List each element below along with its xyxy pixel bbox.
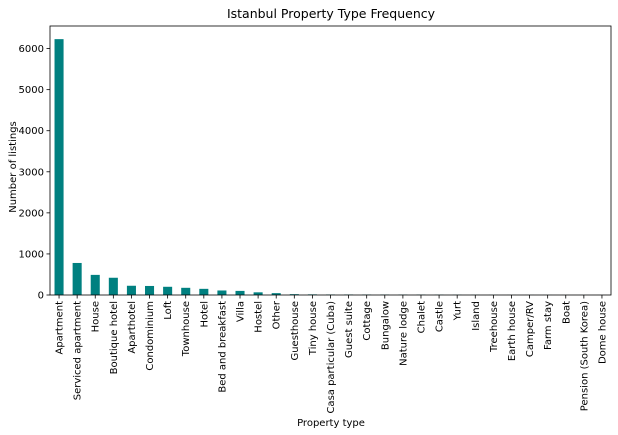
bar bbox=[253, 292, 263, 295]
x-tick-label: Condominium bbox=[145, 301, 156, 371]
x-axis-label: Property type bbox=[297, 418, 365, 429]
x-tick-label: Loft bbox=[163, 301, 174, 320]
x-tick-label: Nature lodge bbox=[398, 301, 409, 366]
x-tick-label: Aparthotel bbox=[127, 301, 138, 354]
y-tick-label: 3000 bbox=[19, 167, 44, 178]
x-tick-label: Chalet bbox=[416, 301, 427, 333]
x-tick-label: Casa particular (Cuba) bbox=[326, 301, 337, 414]
y-axis-label: Number of listings bbox=[8, 121, 19, 213]
bar bbox=[108, 277, 118, 295]
y-tick-label: 6000 bbox=[19, 44, 44, 55]
y-tick-label: 5000 bbox=[19, 85, 44, 96]
x-tick-label: House bbox=[91, 301, 102, 332]
x-tick-label: Apartment bbox=[55, 301, 66, 355]
plot-area bbox=[49, 25, 612, 296]
y-tick-label: 2000 bbox=[19, 208, 44, 219]
plot-frame bbox=[49, 25, 612, 296]
x-tick-label: Farm stay bbox=[543, 301, 554, 350]
x-tick-label: Island bbox=[471, 301, 482, 331]
x-tick-label: Treehouse bbox=[489, 301, 500, 353]
y-tick-label: 1000 bbox=[19, 249, 44, 260]
y-axis: 0 1000 2000 3000 4000 5000 6000 bbox=[19, 44, 50, 302]
bar bbox=[271, 293, 281, 295]
bar bbox=[217, 290, 227, 295]
x-tick-label: Villa bbox=[236, 301, 247, 322]
x-tick-label: Earth house bbox=[507, 301, 518, 361]
bar bbox=[72, 262, 82, 295]
x-tick-label: Yurt bbox=[453, 301, 464, 321]
x-tick-label: Guest suite bbox=[344, 301, 355, 358]
x-tick-label: Bungalow bbox=[380, 301, 391, 350]
y-tick-label: 0 bbox=[38, 291, 44, 302]
bar bbox=[90, 274, 100, 295]
x-tick-label: Tiny house bbox=[308, 301, 319, 356]
y-tick-label: 4000 bbox=[19, 126, 44, 137]
x-tick-label: Bed and breakfast bbox=[217, 301, 228, 393]
x-tick-label: Serviced apartment bbox=[73, 301, 84, 400]
x-tick-label: Boutique hotel bbox=[109, 301, 120, 374]
bar bbox=[235, 290, 245, 295]
x-tick-label: Townhouse bbox=[181, 301, 192, 357]
bar bbox=[163, 286, 173, 295]
x-tick-label: Pension (South Korea) bbox=[579, 301, 590, 411]
x-tick-label: Dome house bbox=[597, 301, 608, 364]
x-tick-label: Cottage bbox=[362, 301, 373, 341]
bar bbox=[289, 294, 299, 295]
x-tick-label: Hostel bbox=[254, 301, 265, 333]
bar bbox=[54, 39, 64, 295]
x-tick-label: Other bbox=[272, 300, 283, 329]
x-tick-label: Castle bbox=[435, 301, 446, 332]
bar bbox=[145, 285, 155, 295]
bar bbox=[199, 288, 209, 295]
x-tick-label: Guesthouse bbox=[290, 301, 301, 361]
x-tick-label: Camper/RV bbox=[525, 301, 536, 357]
x-tick-label: Boat bbox=[561, 301, 572, 324]
bar bbox=[126, 285, 136, 295]
x-tick-label: Hotel bbox=[199, 301, 210, 328]
x-axis: Apartment Serviced apartment House Boutique… bbox=[55, 295, 608, 414]
bar bbox=[181, 287, 191, 295]
chart-title: Istanbul Property Type Frequency bbox=[227, 6, 436, 21]
